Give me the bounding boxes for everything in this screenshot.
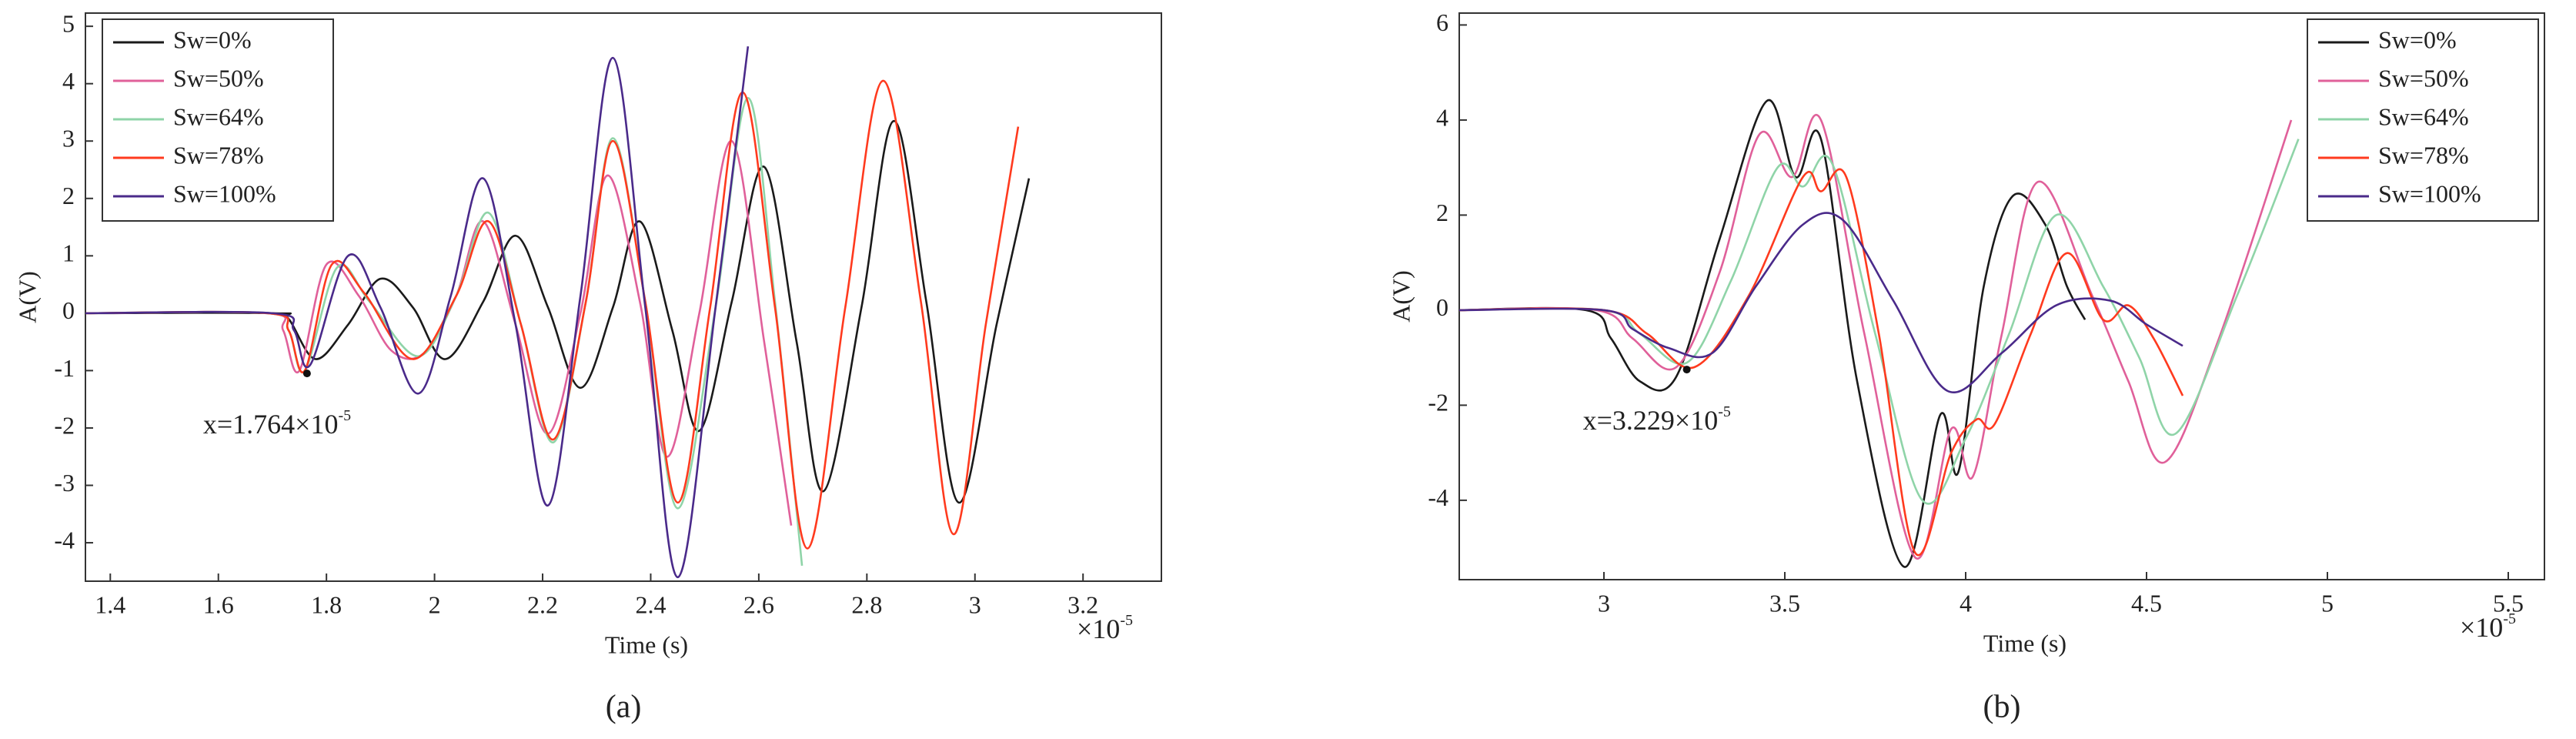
x-tick-label: 2 — [429, 590, 441, 618]
data-line — [85, 139, 793, 526]
legend: Sw=0% Sw=50% Sw=64% Sw=78% Sw=100% — [102, 18, 334, 222]
y-tick-label: -2 — [1428, 389, 1448, 416]
x-tick-label: 5.5 — [2493, 589, 2524, 617]
annotation-text: x=1.764×10 — [203, 409, 339, 440]
y-tick-label: 2 — [1436, 199, 1448, 226]
x-tick-label: 4.5 — [2131, 589, 2162, 617]
annotation: x=3.229×10-5 — [1583, 403, 1731, 436]
legend-label: Sw=100% — [173, 179, 276, 207]
legend-label: Sw=0% — [173, 25, 252, 53]
y-tick-label: 0 — [1436, 293, 1448, 321]
plot-frame — [85, 12, 1162, 582]
y-tick-label: 5 — [62, 9, 75, 37]
data-line — [1458, 99, 2087, 568]
y-tick-label: 6 — [1436, 8, 1448, 36]
x-tick-label: 4 — [1960, 589, 1972, 617]
x-tick-label: 2.2 — [527, 590, 558, 618]
multiplier-base: ×10 — [2460, 612, 2503, 643]
multiplier-base: ×10 — [1077, 614, 1120, 644]
multiplier-exponent: -5 — [2503, 610, 2516, 627]
annotation-point — [1682, 366, 1691, 374]
y-tick-label: 3 — [62, 125, 75, 152]
x-tick-label: 2.8 — [851, 590, 882, 618]
legend-label: Sw=64% — [2378, 102, 2469, 130]
data-line — [1458, 212, 2183, 393]
legend-label: Sw=0% — [2378, 25, 2457, 53]
y-axis-label: A(V) — [13, 271, 41, 323]
data-line — [85, 46, 750, 579]
data-line — [1458, 168, 2184, 557]
y-tick-label: 2 — [62, 182, 75, 209]
x-multiplier: ×10-5 — [2460, 610, 2516, 644]
y-tick-label: 4 — [1436, 103, 1448, 131]
x-tick-label: 3 — [1598, 589, 1610, 617]
x-tick-label: 3.5 — [1769, 589, 1800, 617]
legend-label: Sw=78% — [2378, 141, 2469, 169]
legend-label: Sw=78% — [173, 141, 264, 169]
y-tick-label: -3 — [54, 469, 75, 497]
legend-label: Sw=64% — [173, 102, 264, 130]
annotation: x=1.764×10-5 — [203, 407, 351, 440]
y-tick-label: -4 — [54, 526, 75, 553]
multiplier-exponent: -5 — [1120, 612, 1133, 629]
y-tick-label: 1 — [62, 239, 75, 267]
x-tick-label: 1.8 — [311, 590, 342, 618]
legend: Sw=0% Sw=50% Sw=64% Sw=78% Sw=100% — [2307, 18, 2539, 222]
x-tick-label: 1.4 — [95, 590, 125, 618]
annotation-exponent: -5 — [338, 407, 351, 424]
legend-label: Sw=50% — [173, 64, 264, 92]
chart: 1.4 1.6 1.8 2 2.2 2.4 2.6 2.8 3 3.2 -4 -3 -2 -1 0 1 2 3 4 5… — [13, 9, 1162, 725]
y-tick-label: -4 — [1428, 483, 1448, 511]
data-line — [1458, 139, 2300, 505]
x-axis-label: Time (s) — [605, 630, 688, 658]
caption: (b) — [1983, 690, 2021, 725]
data-line — [85, 119, 1031, 504]
x-multiplier: ×10-5 — [1077, 612, 1133, 645]
annotation-point — [302, 370, 311, 378]
x-tick-label: 5 — [2321, 589, 2334, 617]
legend-label: Sw=50% — [2378, 64, 2469, 92]
x-tick-label: 3.2 — [1067, 590, 1098, 618]
x-tick-label: 1.6 — [203, 590, 234, 618]
y-tick-label: 4 — [62, 67, 75, 95]
data-line — [85, 79, 1020, 550]
plot-frame — [1458, 12, 2545, 580]
x-tick-label: 2.4 — [635, 590, 666, 618]
annotation-exponent: -5 — [1718, 403, 1731, 420]
legend-label: Sw=100% — [2378, 179, 2481, 207]
caption: (a) — [606, 690, 642, 725]
y-tick-label: -2 — [54, 411, 75, 439]
x-axis-label: Time (s) — [1983, 629, 2066, 657]
y-tick-label: -1 — [54, 354, 75, 382]
x-tick-label: 3 — [969, 590, 981, 618]
annotation-text: x=3.229×10 — [1583, 405, 1719, 436]
y-tick-label: 0 — [62, 296, 75, 324]
y-axis-label: A(V) — [1387, 270, 1415, 323]
x-tick-label: 2.6 — [743, 590, 774, 618]
